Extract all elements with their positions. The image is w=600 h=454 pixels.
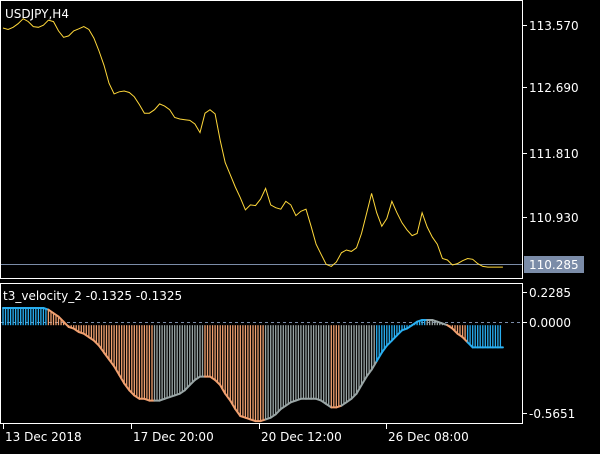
velocity-curve-segment — [123, 382, 131, 392]
price-pane-frame — [0, 0, 523, 279]
price-line — [2, 18, 503, 268]
velocity-curve-segment — [284, 401, 292, 407]
time-tick-label: 26 Dec 08:00 — [388, 430, 469, 444]
velocity-curve-segment — [350, 392, 358, 400]
velocity-curve-segment — [224, 392, 232, 402]
time-tick-label: 13 Dec 2018 — [5, 430, 82, 444]
velocity-curve — [2, 307, 504, 423]
velocity-curve-segment — [234, 408, 242, 417]
velocity-curve-segment — [72, 327, 80, 333]
velocity-curve-segment — [62, 320, 70, 328]
velocity-curve-segment — [380, 344, 388, 354]
price-tick-label: 110.930 — [529, 211, 579, 225]
velocity-curve-segment — [456, 332, 464, 339]
velocity-curve-segment — [365, 368, 373, 378]
velocity-curve-segment — [183, 384, 191, 392]
velocity-curve-segment — [370, 360, 378, 371]
price-pane[interactable]: USDJPY,H4 — [0, 0, 523, 279]
current-price-box — [524, 256, 584, 273]
velocity-curve-segment — [82, 332, 90, 339]
indicator-pane-frame — [0, 283, 523, 424]
velocity-curve-segment — [57, 315, 65, 323]
velocity-curve-segment — [451, 327, 459, 335]
velocity-curve-segment — [214, 379, 222, 387]
price-tick-label: 111.810 — [529, 147, 579, 161]
velocity-curve-segment — [178, 389, 186, 395]
velocity-curve-segment — [118, 373, 126, 385]
indicator-pane[interactable]: t3_velocity_2 -0.1325 -0.1325 — [0, 283, 523, 424]
indicator-axis[interactable]: 0.2285 0.0000 -0.5651 — [523, 286, 575, 421]
time-tick-label: 20 Dec 12:00 — [261, 430, 342, 444]
velocity-curve-segment — [406, 324, 414, 330]
velocity-curve-segment — [229, 399, 237, 411]
velocity-curve-segment — [209, 375, 217, 381]
time-axis[interactable]: 13 Dec 2018 17 Dec 20:00 20 Dec 12:00 26… — [3, 424, 469, 444]
velocity-curve-segment — [375, 351, 383, 363]
velocity-curve-segment — [395, 329, 403, 337]
velocity-curve-segment — [87, 336, 95, 342]
velocity-curve-segment — [325, 403, 333, 409]
time-tick-label: 17 Dec 20:00 — [133, 430, 214, 444]
velocity-curve-segment — [128, 389, 136, 397]
velocity-curve-segment — [385, 339, 393, 347]
velocity-curve-segment — [274, 408, 282, 416]
velocity-curve-segment — [340, 401, 348, 407]
indicator-label: t3_velocity_2 -0.1325 -0.1325 — [3, 289, 182, 303]
price-axis[interactable]: 113.570 112.690 111.810 110.930 110.285 — [523, 19, 584, 273]
velocity-curve-segment — [113, 365, 121, 376]
velocity-curve-segment — [269, 413, 277, 419]
velocity-curve-segment — [133, 394, 141, 400]
velocity-curve-segment — [188, 379, 196, 387]
velocity-curve-segment — [92, 339, 100, 347]
velocity-curve-segment — [466, 341, 474, 349]
velocity-curve-segment — [47, 308, 55, 315]
velocity-curve-segment — [98, 344, 105, 354]
velocity-curve-segment — [446, 324, 454, 330]
velocity-curve-segment — [103, 351, 110, 361]
velocity-curve-segment — [390, 334, 398, 342]
velocity-curve-segment — [355, 384, 363, 395]
indicator-tick-label: 0.0000 — [529, 316, 571, 330]
indicator-tick-label: 0.2285 — [529, 286, 571, 300]
symbol-label: USDJPY,H4 — [5, 7, 69, 21]
velocity-curve-segment — [320, 399, 328, 405]
current-price-label: 110.285 — [529, 258, 579, 272]
price-tick-label: 112.690 — [529, 81, 579, 95]
price-tick-label: 113.570 — [529, 19, 579, 33]
indicator-tick-label: -0.5651 — [529, 407, 575, 421]
price-line-group — [2, 18, 503, 268]
velocity-curve-segment — [461, 336, 469, 344]
velocity-curve-segment — [360, 375, 368, 387]
velocity-curve-segment — [279, 404, 287, 411]
velocity-curve-segment — [52, 312, 60, 318]
velocity-histogram — [2, 308, 502, 422]
velocity-curve-segment — [219, 384, 227, 395]
velocity-curve-segment — [193, 375, 201, 381]
velocity-curve-segment — [411, 320, 419, 327]
velocity-curve-segment — [108, 358, 116, 368]
velocity-curve-segment — [345, 397, 353, 404]
